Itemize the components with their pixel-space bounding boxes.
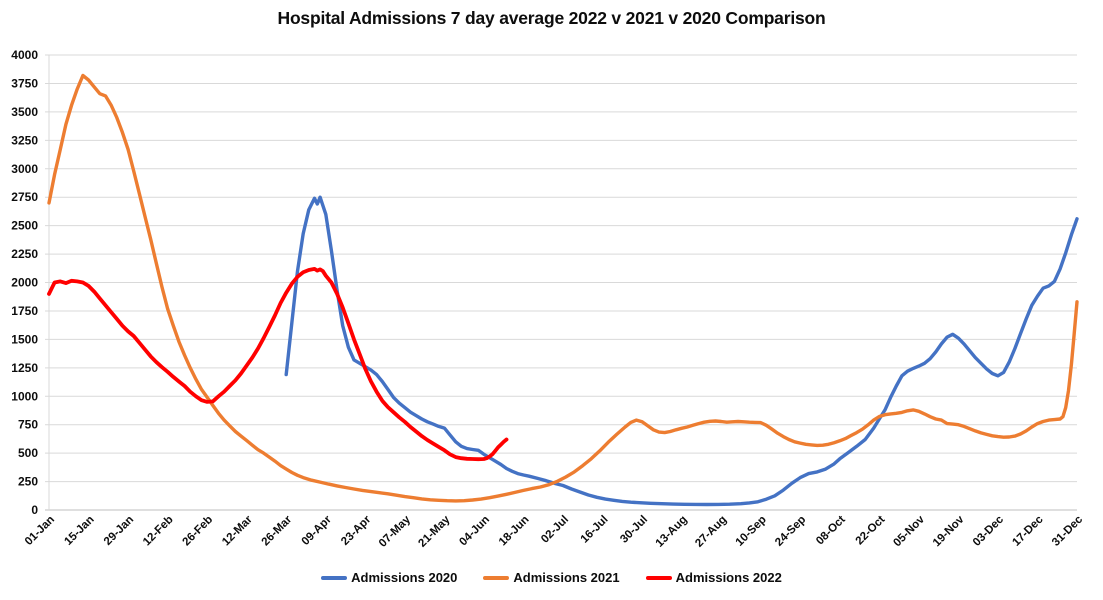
legend-label-2020: Admissions 2020 bbox=[351, 570, 458, 585]
x-tick-label: 08-Oct bbox=[814, 514, 848, 548]
x-tick-label: 02-Jul bbox=[539, 514, 571, 546]
x-tick-label: 22-Oct bbox=[854, 514, 888, 548]
x-tick-label: 07-May bbox=[377, 513, 413, 549]
legend-swatch-2020-icon bbox=[321, 575, 348, 580]
y-tick-label: 250 bbox=[18, 475, 38, 489]
gridlines bbox=[45, 54, 1077, 511]
x-tick-label: 23-Apr bbox=[339, 513, 374, 548]
y-tick-label: 3000 bbox=[11, 162, 38, 176]
series-line-admissions-2022 bbox=[47, 266, 509, 462]
y-tick-label: 500 bbox=[18, 446, 38, 460]
legend-item-admissions-2020: Admissions 2020 bbox=[321, 570, 457, 585]
y-tick-label: 2000 bbox=[11, 276, 38, 290]
x-tick-label: 27-Aug bbox=[693, 514, 729, 550]
series-line-admissions-2020 bbox=[284, 195, 1079, 507]
y-tick-label: 0 bbox=[31, 503, 38, 517]
chart-title: Hospital Admissions 7 day average 2022 v… bbox=[277, 8, 826, 28]
y-tick-label: 2750 bbox=[11, 190, 38, 204]
x-tick-label: 24-Sep bbox=[773, 514, 808, 549]
x-tick-label: 16-Jul bbox=[579, 514, 611, 546]
y-axis-labels: 0 250 500 750 1000 1250 1500 1750 2000 2250 2500 27… bbox=[11, 48, 38, 517]
x-tick-label: 31-Dec bbox=[1050, 513, 1086, 549]
y-tick-label: 3250 bbox=[11, 133, 38, 147]
y-tick-label: 1500 bbox=[11, 332, 38, 346]
x-tick-label: 19-Nov bbox=[931, 513, 967, 549]
y-tick-label: 3500 bbox=[11, 105, 38, 119]
x-tick-label: 01-Jan bbox=[23, 514, 57, 548]
x-axis-labels: 01-Jan 15-Jan 29-Jan 12-Feb 26-Feb 12-Mar 26-M… bbox=[23, 513, 1086, 549]
y-tick-label: 2250 bbox=[11, 247, 38, 261]
y-tick-label: 4000 bbox=[11, 48, 38, 62]
legend: Admissions 2020 Admissions 2021 Admissio… bbox=[0, 570, 1103, 585]
x-tick-label: 12-Mar bbox=[220, 513, 255, 548]
legend-label-2022: Admissions 2022 bbox=[675, 570, 782, 585]
x-tick-label: 29-Jan bbox=[102, 514, 136, 548]
legend-label-2021: Admissions 2021 bbox=[513, 570, 620, 585]
x-tick-label: 17-Dec bbox=[1010, 513, 1046, 549]
x-tick-label: 15-Jan bbox=[62, 514, 96, 548]
x-tick-label: 09-Apr bbox=[300, 513, 335, 548]
legend-item-admissions-2021: Admissions 2021 bbox=[483, 570, 620, 585]
series-line-admissions-2021 bbox=[47, 73, 1079, 503]
x-tick-label: 10-Sep bbox=[734, 514, 769, 549]
y-tick-label: 750 bbox=[18, 418, 38, 432]
x-tick-label: 13-Aug bbox=[654, 514, 690, 550]
legend-swatch-2022-icon bbox=[645, 575, 672, 580]
legend-swatch-2021-icon bbox=[483, 575, 510, 580]
x-tick-label: 26-Mar bbox=[260, 513, 295, 548]
x-tick-label: 26-Feb bbox=[181, 514, 216, 549]
y-tick-label: 3750 bbox=[11, 76, 38, 90]
y-tick-label: 1000 bbox=[11, 389, 38, 403]
x-tick-label: 18-Jun bbox=[497, 514, 532, 549]
x-tick-label: 12-Feb bbox=[141, 514, 176, 549]
y-tick-label: 1750 bbox=[11, 304, 38, 318]
x-tick-label: 04-Jun bbox=[457, 514, 492, 549]
x-tick-label: 21-May bbox=[416, 513, 452, 549]
x-tick-label: 30-Jul bbox=[618, 514, 650, 546]
legend-item-admissions-2022: Admissions 2022 bbox=[645, 570, 782, 585]
x-tick-label: 05-Nov bbox=[891, 513, 927, 549]
y-tick-label: 2500 bbox=[11, 219, 38, 233]
x-tick-label: 03-Dec bbox=[971, 513, 1007, 549]
y-tick-label: 1250 bbox=[11, 361, 38, 375]
